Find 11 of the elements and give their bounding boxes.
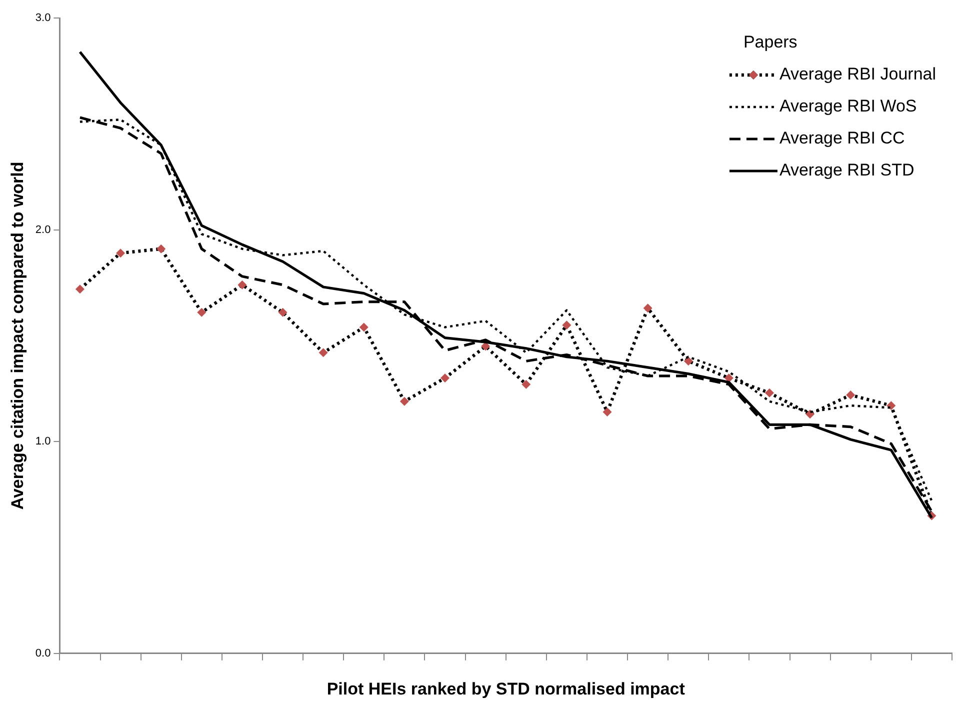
y-tick-label: 0.0 xyxy=(35,647,51,660)
legend-label: Average RBI Journal xyxy=(779,64,936,84)
y-tick-label: 1.0 xyxy=(35,436,51,448)
legend-label: Average RBI CC xyxy=(779,128,905,148)
x-axis-title: Pilot HEIs ranked by STD normalised impact xyxy=(326,679,686,698)
y-axis-title: Average citation impact compared to world xyxy=(8,162,27,510)
legend-label: Average RBI WoS xyxy=(779,96,917,116)
y-tick-label: 2.0 xyxy=(35,224,51,236)
legend-label: Average RBI STD xyxy=(779,160,914,180)
y-tick-label: 3.0 xyxy=(35,12,51,24)
legend-title: Papers xyxy=(743,32,798,52)
